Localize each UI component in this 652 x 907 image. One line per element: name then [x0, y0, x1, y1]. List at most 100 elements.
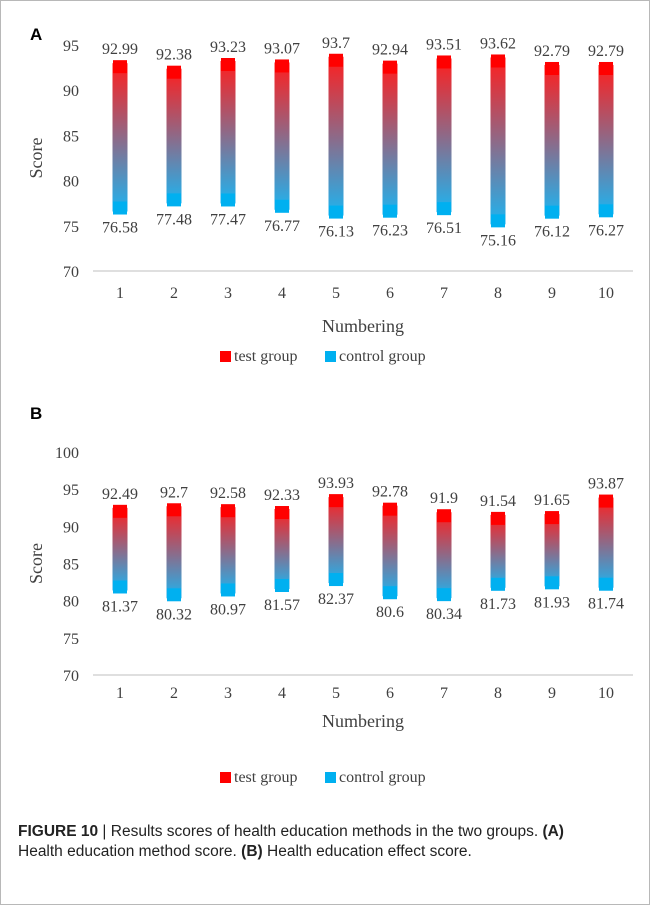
x-tick-label: 7	[440, 285, 448, 302]
caption-part-3: (B)	[241, 843, 263, 860]
y-axis-label: Score	[26, 137, 46, 178]
control-group-marker	[329, 206, 343, 219]
test-group-marker	[275, 59, 289, 72]
control-data-label: 77.47	[210, 211, 246, 228]
control-data-label: 76.13	[318, 224, 354, 241]
control-data-label: 81.73	[480, 596, 516, 613]
chart-panel-b: B 70 75 80 85 90 95 100 Score 1 2 3 4 5 6 7 8 9 10 Numberin…	[26, 404, 633, 786]
test-data-label: 91.65	[534, 492, 570, 509]
test-group-marker	[275, 506, 289, 519]
chart-legend: test group control group	[220, 348, 426, 365]
range-bar	[491, 515, 506, 588]
caption-part-4: Health education effect score.	[263, 843, 472, 860]
control-data-label: 76.77	[264, 218, 300, 235]
x-tick-label: 8	[494, 685, 502, 702]
legend-swatch-control	[325, 772, 336, 783]
range-bar	[221, 61, 236, 203]
caption-part-0: Results scores of health education metho…	[111, 823, 543, 840]
control-data-label: 76.58	[102, 220, 138, 237]
control-group-marker	[275, 579, 289, 592]
test-group-marker	[221, 504, 235, 517]
test-data-label: 91.9	[430, 490, 458, 507]
test-group-marker	[599, 495, 613, 508]
control-group-marker	[437, 588, 451, 601]
control-group-marker	[383, 205, 397, 218]
control-group-marker	[491, 214, 505, 227]
x-tick-label: 5	[332, 285, 340, 302]
caption-text: Results scores of health education metho…	[18, 823, 564, 860]
test-data-label: 92.99	[102, 41, 138, 58]
control-data-label: 80.34	[426, 606, 462, 623]
legend-swatch-test	[220, 772, 231, 783]
control-group-marker	[437, 202, 451, 215]
x-tick-label: 7	[440, 685, 448, 702]
range-bar	[113, 508, 128, 591]
legend-swatch-test	[220, 351, 231, 362]
x-tick-label: 9	[548, 685, 556, 702]
test-data-label: 93.51	[426, 36, 462, 53]
legend-label-control: control group	[339, 769, 426, 786]
caption-separator: |	[102, 823, 106, 840]
x-tick-label: 10	[598, 285, 614, 302]
test-data-label: 92.49	[102, 486, 138, 503]
figure-label: FIGURE 10	[18, 823, 98, 840]
test-group-marker	[437, 509, 451, 522]
control-data-label: 75.16	[480, 232, 516, 249]
range-bar	[167, 506, 182, 598]
y-tick-label: 75	[63, 631, 79, 648]
test-data-label: 92.78	[372, 484, 408, 501]
control-data-label: 76.12	[534, 224, 570, 241]
control-group-marker	[167, 588, 181, 601]
range-bar	[545, 65, 560, 216]
test-group-marker	[545, 62, 559, 75]
control-data-label: 76.27	[588, 222, 624, 239]
range-bar	[113, 63, 128, 211]
control-data-label: 81.74	[588, 596, 624, 613]
x-tick-label: 10	[598, 685, 614, 702]
test-data-label: 92.79	[588, 43, 624, 60]
x-tick-label: 5	[332, 685, 340, 702]
x-tick-label: 1	[116, 285, 124, 302]
x-tick-label: 2	[170, 685, 178, 702]
legend-label-test: test group	[234, 769, 298, 786]
control-data-label: 81.93	[534, 594, 570, 611]
y-tick-label: 95	[63, 482, 79, 499]
legend-label-control: control group	[339, 348, 426, 365]
test-data-label: 93.07	[264, 40, 300, 57]
test-group-marker	[113, 505, 127, 518]
x-tick-label: 3	[224, 285, 232, 302]
figure-caption: FIGURE 10 | Results scores of health edu…	[18, 822, 608, 862]
y-axis-label: Score	[26, 543, 46, 584]
control-group-marker	[545, 576, 559, 589]
range-bar	[167, 69, 182, 204]
x-axis-label: Numbering	[322, 711, 404, 731]
range-bar	[599, 498, 614, 588]
test-group-marker	[329, 494, 343, 507]
control-data-label: 80.97	[210, 601, 246, 618]
range-bar	[383, 506, 398, 597]
figure-charts: A707580859095Score1 2 3 4 5 6 7 8 9 10Numbering92…	[0, 0, 652, 820]
test-group-marker	[383, 61, 397, 74]
y-tick-label: 80	[63, 594, 79, 611]
control-group-marker	[275, 200, 289, 213]
x-tick-label: 1	[116, 685, 124, 702]
control-group-marker	[599, 578, 613, 591]
test-group-marker	[383, 503, 397, 516]
control-data-label: 81.37	[102, 598, 138, 615]
range-bar	[491, 57, 506, 224]
x-tick-label: 9	[548, 285, 556, 302]
control-group-marker	[113, 580, 127, 593]
x-tick-label: 4	[278, 685, 286, 702]
test-group-marker	[167, 66, 181, 79]
y-tick-label: 95	[63, 38, 79, 55]
x-tick-label: 6	[386, 685, 394, 702]
control-data-label: 82.37	[318, 591, 354, 608]
control-data-label: 80.32	[156, 606, 192, 623]
test-data-label: 92.79	[534, 43, 570, 60]
panel-letter: B	[30, 404, 42, 423]
range-bar	[383, 64, 398, 215]
range-bar	[437, 58, 452, 212]
chart-legend: test group control group	[220, 769, 426, 786]
control-group-marker	[545, 206, 559, 219]
